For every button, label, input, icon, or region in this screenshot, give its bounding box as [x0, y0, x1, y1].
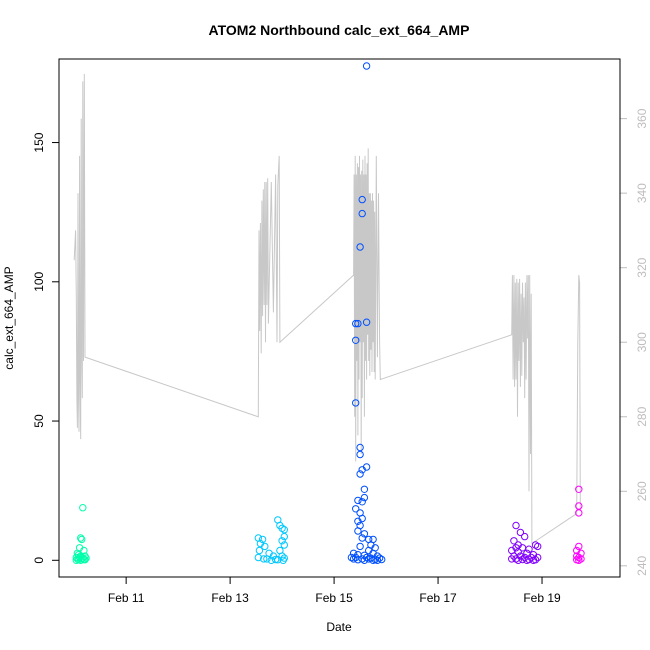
plot-frame [58, 58, 621, 578]
data-point [255, 546, 264, 555]
data-point [534, 542, 542, 551]
data-point [360, 493, 369, 502]
data-point [358, 466, 366, 474]
axes-layer: Feb 11 Feb 13 Feb 15 Feb 17 Feb 19 0 50 100 150 2… [32, 108, 649, 605]
data-point [349, 555, 358, 563]
data-point [575, 502, 583, 510]
data-point [278, 537, 286, 545]
y-tick-label: 0 [32, 557, 46, 564]
data-point [79, 504, 87, 512]
data-point [78, 535, 86, 544]
data-point [577, 555, 585, 563]
data-point [354, 517, 362, 525]
data-point [280, 541, 288, 549]
data-point [362, 318, 371, 326]
data-point [575, 542, 583, 551]
y2-tick-label: 260 [635, 481, 649, 501]
x-axis-label: Date [326, 620, 352, 634]
data-point [365, 555, 373, 563]
data-point [349, 549, 358, 557]
data-point [352, 399, 360, 407]
x-tick-label: Feb 17 [419, 591, 457, 605]
data-point [510, 537, 518, 545]
data-point [77, 556, 85, 564]
data-point [354, 319, 362, 328]
data-point [260, 555, 268, 563]
data-point [278, 552, 286, 560]
data-point [358, 209, 366, 218]
data-point [354, 527, 362, 535]
data-point [280, 554, 288, 562]
y2-tick-label: 240 [635, 555, 649, 575]
y2-tick-label: 340 [635, 183, 649, 203]
y2-tick-label: 280 [635, 406, 649, 426]
data-point [347, 553, 356, 562]
data-point [360, 556, 369, 564]
data-point [575, 553, 583, 562]
y2-tick-label: 300 [635, 332, 649, 352]
data-point [352, 319, 360, 328]
y-tick-label: 50 [32, 414, 46, 428]
data-point [360, 551, 369, 559]
data-point [529, 556, 538, 564]
x-tick-label: Feb 19 [523, 591, 561, 605]
data-point [369, 556, 377, 564]
x-tick-label: Feb 11 [108, 591, 145, 605]
data-point [356, 542, 364, 551]
data-point [72, 556, 81, 564]
data-point [512, 521, 520, 530]
secondary-series-line [73, 73, 581, 545]
x-tick-label: Feb 15 [315, 591, 353, 605]
data-point [373, 556, 382, 564]
data-point [360, 530, 369, 538]
data-point [254, 553, 262, 562]
x-tick-label: Feb 13 [211, 591, 249, 605]
y-tick-label: 150 [32, 132, 46, 152]
data-point [356, 243, 364, 251]
points-layer [72, 62, 585, 564]
data-point [271, 555, 280, 564]
data-point [358, 498, 366, 506]
data-point [514, 548, 522, 556]
data-point [531, 541, 540, 549]
data-point [280, 532, 288, 541]
data-point [352, 505, 360, 513]
data-point [375, 554, 384, 562]
y2-tick-label: 360 [635, 108, 649, 128]
data-point [81, 556, 89, 564]
data-point [358, 195, 366, 204]
data-point [516, 528, 525, 537]
data-point [278, 524, 286, 532]
data-point [80, 546, 88, 555]
secondary-line-layer [73, 73, 581, 545]
data-point [354, 496, 362, 505]
data-point [362, 62, 371, 70]
data-point [261, 542, 269, 551]
data-point [575, 485, 583, 493]
data-point [356, 470, 364, 478]
data-point [280, 526, 288, 534]
data-point [525, 545, 533, 553]
data-point [258, 535, 267, 544]
data-point [575, 556, 583, 564]
data-point [356, 450, 364, 459]
data-point [521, 532, 529, 541]
data-point [575, 509, 583, 517]
data-point [352, 336, 360, 344]
y-tick-label: 100 [32, 271, 46, 291]
data-point [79, 554, 87, 562]
y-axis-label: calc_ext_664_AMP [2, 266, 16, 369]
data-point [514, 556, 522, 564]
data-point [356, 443, 364, 452]
data-point [360, 485, 369, 493]
data-point [378, 555, 386, 564]
chart-title: ATOM2 Northbound calc_ext_664_AMP [209, 22, 470, 38]
data-point [263, 555, 271, 563]
y2-tick-label: 320 [635, 257, 649, 277]
data-point [77, 534, 85, 542]
